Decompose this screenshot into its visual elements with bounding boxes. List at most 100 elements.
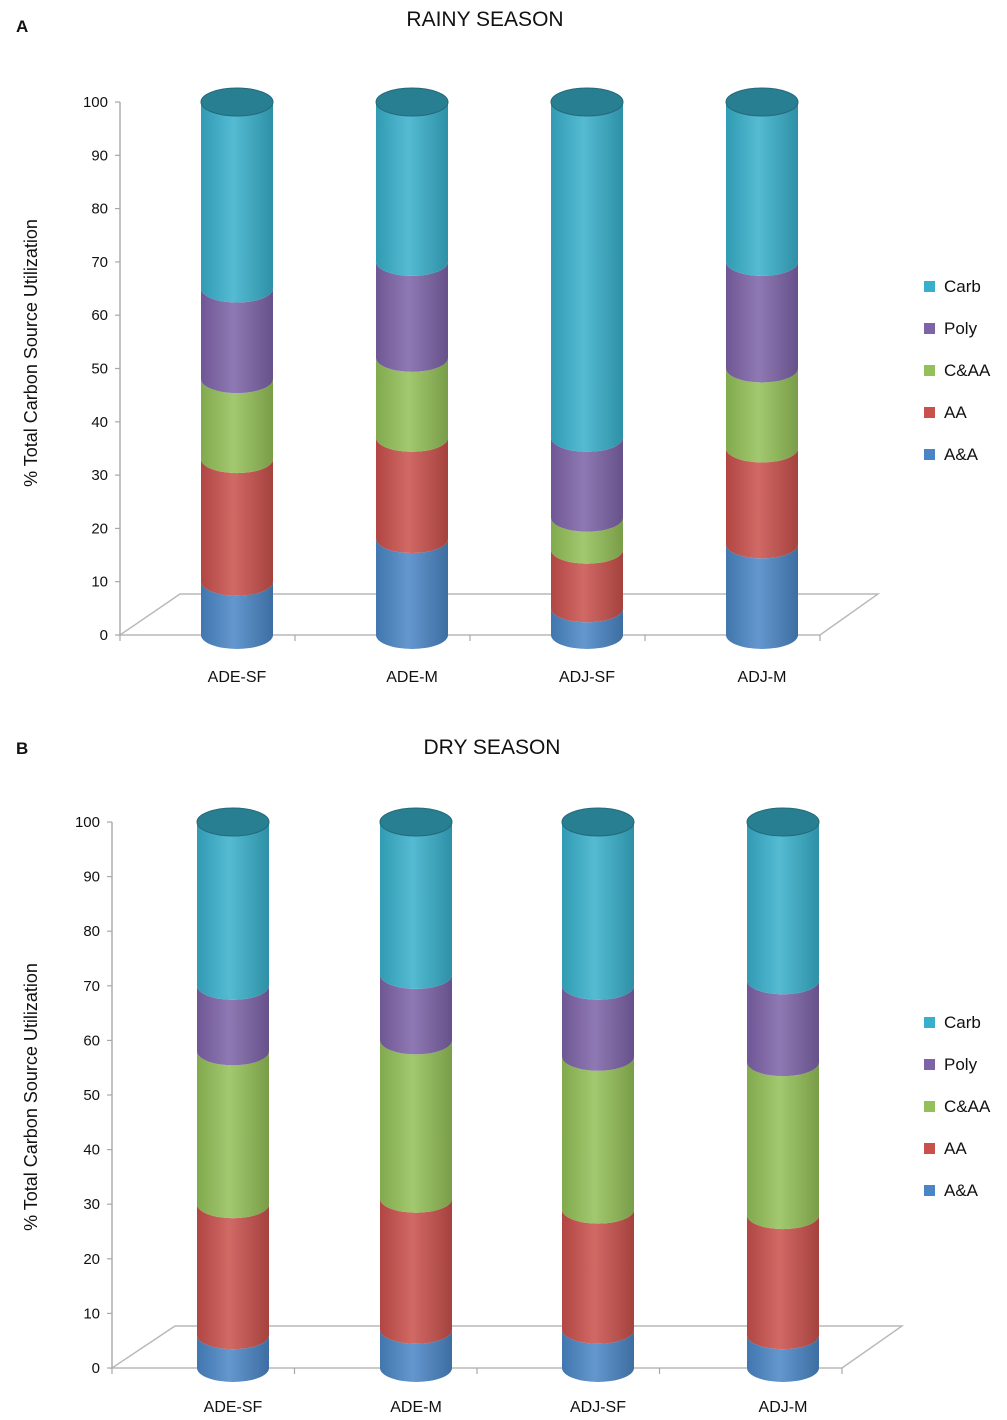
bar-segment-aa	[197, 1204, 269, 1350]
bar-segment-aanda	[747, 1335, 819, 1382]
chart-title: DRY SEASON	[424, 736, 561, 759]
legend-label: A&A	[944, 1181, 979, 1200]
legend-swatch	[924, 1143, 935, 1154]
bar-segment-carb	[376, 102, 448, 276]
bar-segment-carb	[747, 822, 819, 995]
bar-segment-aanda	[201, 581, 273, 649]
legend-swatch	[924, 323, 935, 334]
bar-segment-carb	[197, 822, 269, 1000]
y-tick-label: 20	[83, 1251, 100, 1268]
y-tick-label: 50	[91, 361, 108, 378]
bar-segment-candaa	[376, 357, 448, 452]
y-tick-label: 70	[91, 254, 108, 271]
legend-label: Carb	[944, 1013, 981, 1032]
legend-label: C&AA	[944, 361, 991, 380]
legend-label: Poly	[944, 319, 978, 338]
y-tick-label: 10	[83, 1305, 100, 1322]
bar-segment-aa	[201, 459, 273, 596]
y-tick-label: 100	[75, 814, 100, 831]
y-tick-label: 50	[83, 1087, 100, 1104]
bar-segment-aanda	[551, 608, 623, 649]
bar-segment-poly	[747, 980, 819, 1077]
legend-swatch	[924, 407, 935, 418]
bar-segment-aa	[380, 1198, 452, 1344]
y-tick-label: 90	[91, 147, 108, 164]
legend-swatch	[924, 1059, 935, 1070]
bar-segment-carb	[380, 822, 452, 989]
y-tick-label: 60	[83, 1032, 100, 1049]
legend-swatch	[924, 1101, 935, 1112]
bar-segment-aa	[376, 437, 448, 554]
legend-label: AA	[944, 403, 967, 422]
bar-top-cap	[550, 87, 624, 117]
bar-top-cap	[725, 87, 799, 117]
bar-segment-carb	[201, 102, 273, 303]
bar-segment-aanda	[376, 539, 448, 649]
chart-title: RAINY SEASON	[406, 8, 563, 31]
legend-swatch	[924, 1185, 935, 1196]
y-axis-label: % Total Carbon Source Utilization	[21, 219, 41, 487]
y-tick-label: 30	[91, 467, 108, 484]
x-category-label: ADJ-M	[738, 669, 787, 686]
x-category-label: ADE-M	[386, 669, 438, 686]
legend-label: C&AA	[944, 1097, 991, 1116]
x-category-label: ADJ-SF	[559, 669, 615, 686]
bar-segment-aanda	[726, 544, 798, 649]
legend-label: Poly	[944, 1055, 978, 1074]
x-category-label: ADE-SF	[208, 669, 267, 686]
bar-segment-aanda	[562, 1329, 634, 1382]
legend-swatch	[924, 365, 935, 376]
y-tick-label: 100	[83, 94, 108, 111]
y-tick-label: 80	[83, 923, 100, 940]
bar-segment-carb	[562, 822, 634, 1000]
bar-segment-candaa	[197, 1051, 269, 1219]
bar-top-cap	[196, 807, 270, 837]
bar-segment-candaa	[562, 1056, 634, 1224]
y-tick-label: 40	[83, 1142, 100, 1159]
legend-label: Carb	[944, 277, 981, 296]
y-tick-label: 20	[91, 520, 108, 537]
y-axis-label: % Total Carbon Source Utilization	[21, 963, 41, 1231]
bar-segment-poly	[197, 985, 269, 1066]
legend-swatch	[924, 449, 935, 460]
legend-label: AA	[944, 1139, 967, 1158]
y-tick-label: 0	[92, 1360, 100, 1377]
bar-segment-candaa	[726, 368, 798, 463]
bar-segment-aanda	[380, 1329, 452, 1382]
bar-segment-aa	[562, 1209, 634, 1344]
chart-panel-a: A RAINY SEASON % Total Carbon Source Utili…	[16, 8, 991, 686]
legend-label: A&A	[944, 445, 979, 464]
x-category-label: ADJ-SF	[570, 1399, 626, 1416]
x-category-label: ADE-M	[390, 1399, 442, 1416]
bar-segment-poly	[376, 261, 448, 372]
bar-segment-carb	[726, 102, 798, 276]
bar-segment-carb	[551, 102, 623, 452]
panel-letter: A	[16, 17, 28, 36]
bar-segment-candaa	[380, 1040, 452, 1213]
chart-panel-b: B DRY SEASON % Total Carbon Source Utiliza…	[16, 736, 991, 1416]
bar-segment-poly	[726, 261, 798, 383]
y-tick-label: 60	[91, 307, 108, 324]
bar-segment-aa	[551, 549, 623, 623]
legend-swatch	[924, 1017, 935, 1028]
y-tick-label: 0	[100, 627, 108, 644]
bar-segment-poly	[551, 437, 623, 532]
y-tick-label: 40	[91, 414, 108, 431]
bar-segment-aa	[726, 448, 798, 559]
x-category-label: ADE-SF	[204, 1399, 263, 1416]
legend-swatch	[924, 281, 935, 292]
bar-segment-aa	[747, 1215, 819, 1350]
y-tick-label: 90	[83, 869, 100, 886]
bar-top-cap	[746, 807, 820, 837]
panel-letter: B	[16, 739, 28, 758]
bar-top-cap	[561, 807, 635, 837]
bar-segment-candaa	[201, 379, 273, 474]
bar-segment-candaa	[747, 1062, 819, 1230]
y-tick-label: 70	[83, 978, 100, 995]
bar-top-cap	[375, 87, 449, 117]
bar-segment-poly	[562, 985, 634, 1071]
bar-top-cap	[200, 87, 274, 117]
x-category-label: ADJ-M	[759, 1399, 808, 1416]
bar-segment-aanda	[197, 1335, 269, 1382]
